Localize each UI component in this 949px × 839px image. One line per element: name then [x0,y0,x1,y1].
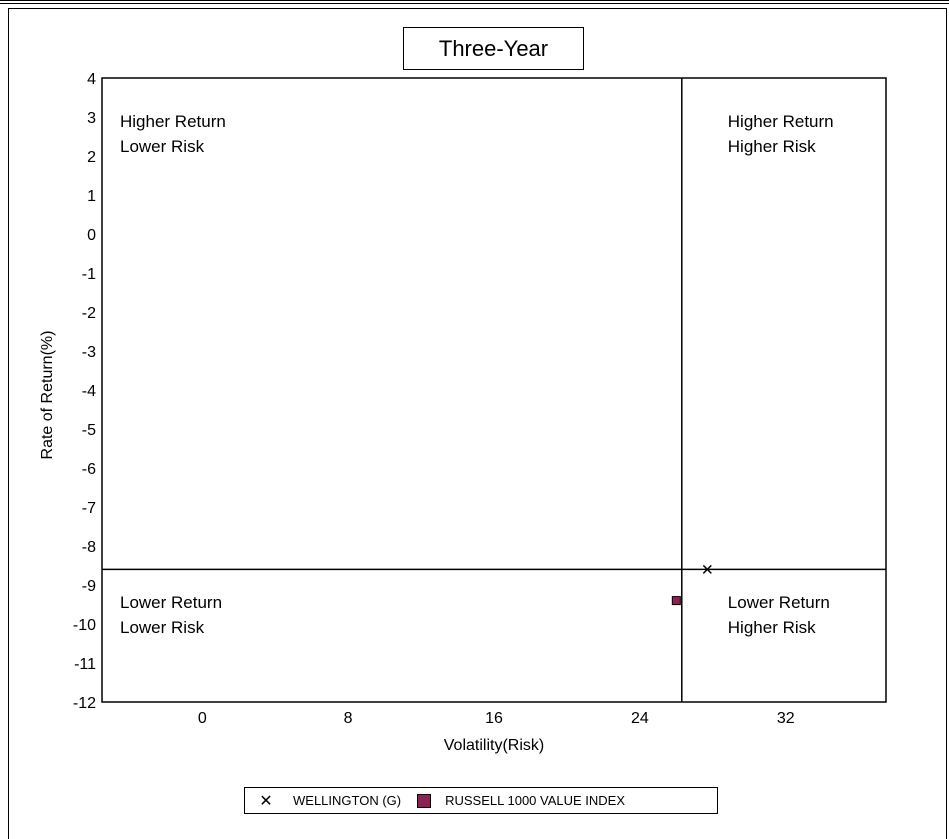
x-tick-label: 32 [777,710,795,727]
y-tick-label: -12 [73,695,96,712]
point-russell-1000-value-index [671,596,681,606]
data-points [671,564,712,606]
quadrant-label-bottom-left: Lower Risk [120,618,205,637]
legend-label-russell: RUSSELL 1000 VALUE INDEX [445,793,626,808]
chart-title: Three-Year [403,27,584,70]
y-tick-labels: 4 3 2 1 0 -1 -2 -3 -4 -5 -6 -7 -8 -9 -10 -11 -12 [73,71,96,712]
point-wellington [702,564,712,574]
y-tick-label: -9 [82,578,96,595]
y-tick-label: -5 [82,422,96,439]
x-axis-label: Volatility(Risk) [444,737,544,754]
y-tick-label: -1 [82,266,96,283]
top-rule [0,0,949,4]
y-tick-label: -3 [82,344,96,361]
chart-title-text: Three-Year [438,35,549,61]
y-tick-label: 1 [87,188,96,205]
x-tick-labels: 0 8 16 24 32 [198,710,795,727]
quadrant-label-bottom-left: Lower Return [120,593,222,612]
quadrant-label-top-left: Higher Return [120,112,226,131]
quadrant-label-bottom-right: Higher Risk [728,618,816,637]
quadrant-label-top-left: Lower Risk [120,137,205,156]
quadrant-labels: Higher Return Lower Risk Higher Return High… [120,112,834,637]
quadrant-label-top-right: Higher Risk [728,137,816,156]
chart-frame [8,8,947,839]
y-tick-label: -4 [82,383,96,400]
y-tick-label: 4 [87,71,96,88]
x-tick-label: 16 [485,710,503,727]
legend-marker-x-icon: ✕ [259,792,273,810]
x-tick-label: 0 [198,710,207,727]
y-tick-label: 2 [87,149,96,166]
legend-marker-square-icon [417,793,432,808]
y-axis-label: Rate of Return(%) [39,331,56,460]
y-tick-label: 3 [87,110,96,127]
legend: ✕ WELLINGTON (G) RUSSELL 1000 VALUE INDE… [244,787,718,814]
plot-area [101,77,887,703]
x-tick-label: 8 [344,710,353,727]
y-tick-label: -10 [73,617,96,634]
x-tick-label: 24 [631,710,649,727]
quadrant-label-top-right: Higher Return [728,112,834,131]
y-tick-label: 0 [87,227,96,244]
y-tick-label: -6 [82,461,96,478]
legend-label-wellington: WELLINGTON (G) [293,793,402,808]
quadrant-label-bottom-right: Lower Return [728,593,830,612]
y-tick-label: -7 [82,500,96,517]
y-tick-label: -8 [82,539,96,556]
y-tick-label: -2 [82,305,96,322]
y-tick-label: -11 [74,656,96,673]
